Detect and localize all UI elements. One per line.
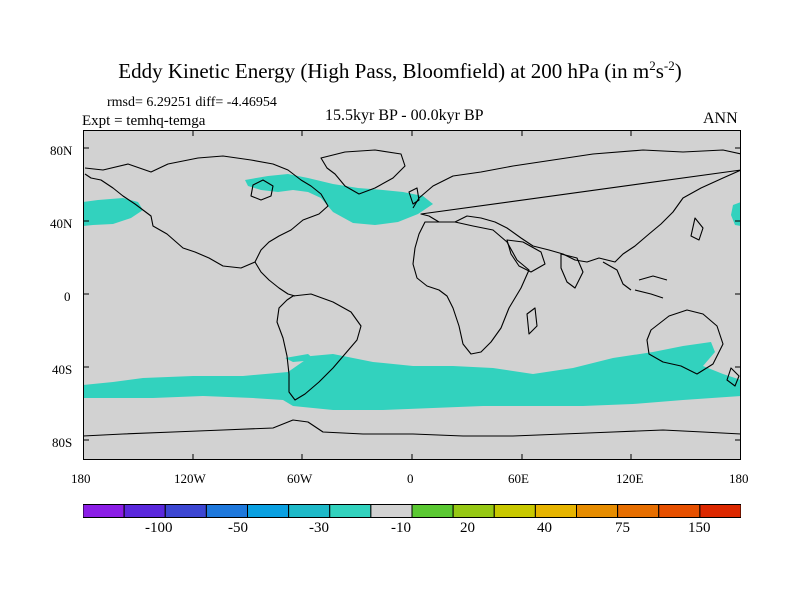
coast-india bbox=[560, 253, 584, 289]
season-label: ANN bbox=[703, 110, 738, 127]
colorbar-box bbox=[164, 504, 207, 518]
period-label: 15.5kyr BP - 00.0kyr BP bbox=[325, 107, 484, 124]
anomaly-patagonia-strip bbox=[285, 354, 315, 362]
y-tick-0: 0 bbox=[64, 289, 71, 304]
plot-title: Eddy Kinetic Energy (High Pass, Bloomfie… bbox=[118, 58, 682, 83]
anomaly-southern-ocean bbox=[83, 342, 741, 410]
y-tick-80s: 80S bbox=[52, 435, 73, 450]
world-map bbox=[83, 130, 741, 460]
coast-north-america bbox=[84, 155, 329, 269]
colorbar-label-neg10: -10 bbox=[391, 520, 411, 536]
colorbar bbox=[83, 504, 741, 518]
coast-africa bbox=[412, 221, 530, 355]
coast-europe-asia bbox=[412, 149, 741, 263]
coast-hudson-bay bbox=[250, 179, 274, 201]
coast-new-zealand bbox=[726, 367, 740, 387]
colorbar-box bbox=[617, 504, 660, 518]
colorbar-box bbox=[123, 504, 166, 518]
colorbar-label-neg50: -50 bbox=[228, 520, 248, 536]
colorbar-box bbox=[452, 504, 495, 518]
x-tick-120w: 120W bbox=[174, 471, 206, 486]
y-tick-40s: 40S bbox=[52, 362, 73, 377]
coast-central-america bbox=[254, 261, 296, 297]
anomaly-north-pacific-east bbox=[731, 202, 741, 226]
colorbar-box bbox=[493, 504, 536, 518]
coast-arabia bbox=[506, 239, 546, 273]
coast-greenland bbox=[320, 149, 406, 195]
colorbar-label-40: 40 bbox=[537, 520, 552, 536]
coast-southeast-asia bbox=[602, 261, 668, 299]
colorbar-label-neg30: -30 bbox=[309, 520, 329, 536]
colorbar-label-neg100: -100 bbox=[145, 520, 173, 536]
colorbar-box bbox=[534, 504, 578, 518]
x-tick-120e: 120E bbox=[616, 471, 644, 486]
x-tick-180w: 180 bbox=[71, 471, 91, 486]
colorbar-box bbox=[83, 504, 125, 518]
colorbar-box bbox=[411, 504, 454, 518]
anomaly-north-pacific-west bbox=[83, 198, 143, 226]
y-tick-40n: 40N bbox=[50, 216, 73, 231]
colorbar-label-20: 20 bbox=[460, 520, 475, 536]
colorbar-label-150: 150 bbox=[688, 520, 711, 536]
coast-south-america bbox=[276, 293, 362, 401]
colorbar-box bbox=[329, 504, 372, 518]
x-tick-60e: 60E bbox=[508, 471, 529, 486]
experiment-label: Expt = temhq-temga bbox=[82, 113, 206, 129]
colorbar-box bbox=[658, 504, 701, 518]
colorbar-box bbox=[699, 504, 741, 518]
colorbar-label-75: 75 bbox=[615, 520, 630, 536]
x-tick-180e: 180 bbox=[729, 471, 749, 486]
x-tick-60w: 60W bbox=[287, 471, 313, 486]
anomaly-regions bbox=[83, 174, 741, 410]
colorbar-box bbox=[205, 504, 249, 518]
anomaly-north-atlantic bbox=[245, 174, 433, 225]
map-background bbox=[83, 130, 741, 460]
colorbar-box bbox=[370, 504, 413, 518]
x-tick-0: 0 bbox=[407, 471, 414, 486]
y-tick-80n: 80N bbox=[50, 143, 73, 158]
coast-uk bbox=[408, 187, 420, 205]
coast-antarctica bbox=[83, 419, 741, 437]
colorbar-box bbox=[247, 504, 290, 518]
coast-madagascar bbox=[526, 307, 538, 335]
stats-label: rmsd= 6.29251 diff= -4.46954 bbox=[107, 95, 277, 110]
colorbar-box bbox=[576, 504, 619, 518]
colorbar-box bbox=[288, 504, 331, 518]
coast-japan bbox=[690, 217, 704, 241]
coast-australia bbox=[646, 309, 724, 375]
coastlines bbox=[83, 149, 741, 437]
tick-marks bbox=[83, 130, 741, 460]
